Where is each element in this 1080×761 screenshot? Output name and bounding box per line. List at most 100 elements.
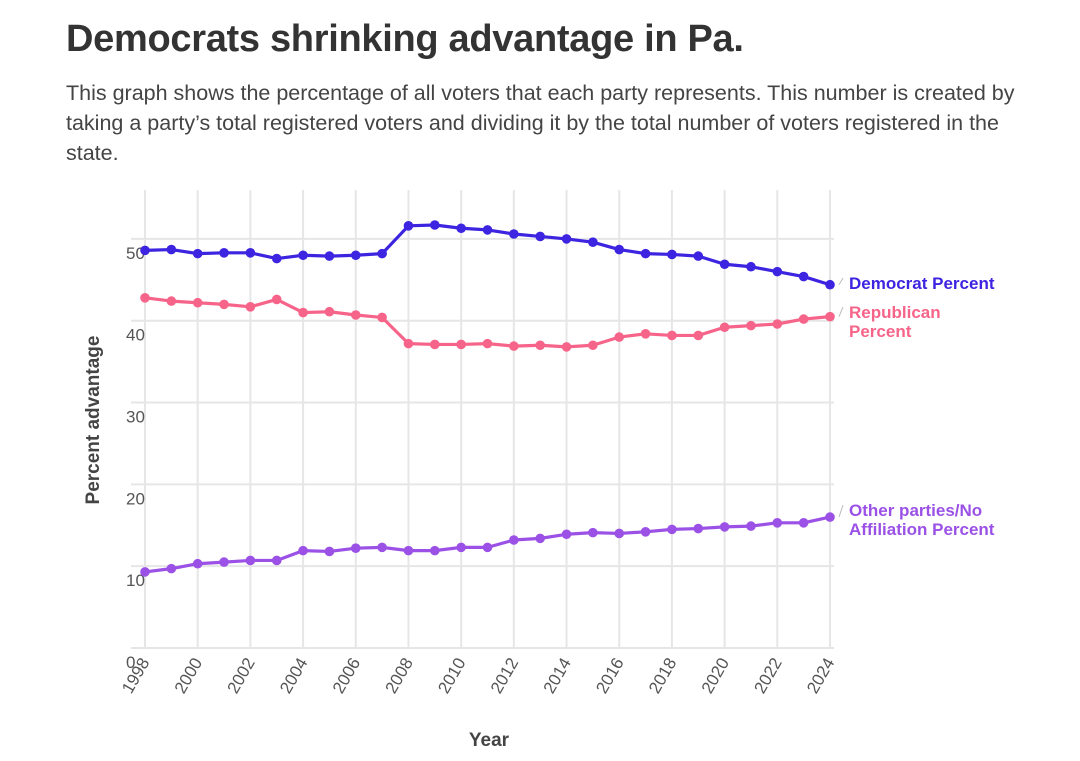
data-point <box>456 542 466 553</box>
data-point <box>166 244 177 255</box>
data-point <box>535 231 545 242</box>
data-point <box>746 521 756 531</box>
label-connector <box>838 306 844 317</box>
data-point <box>140 567 150 577</box>
y-tick-label: 40 <box>126 326 145 345</box>
data-point <box>535 533 545 544</box>
data-point <box>324 546 335 557</box>
x-tick-label: 2008 <box>382 655 417 697</box>
data-point <box>298 250 308 261</box>
y-tick-label: 50 <box>126 244 145 263</box>
x-tick-label: 2020 <box>698 655 733 697</box>
y-tick-label: 20 <box>126 489 145 508</box>
data-point <box>693 330 704 341</box>
data-point <box>561 342 572 352</box>
data-point <box>509 535 519 545</box>
data-point <box>430 339 440 350</box>
data-point <box>430 220 440 230</box>
data-point <box>245 302 256 312</box>
x-tick-label: 1998 <box>118 655 153 697</box>
data-point <box>509 341 519 351</box>
data-point <box>140 245 150 256</box>
data-point <box>219 557 229 567</box>
data-point <box>271 294 282 305</box>
chart-subtitle: This graph shows the percentage of all v… <box>66 81 1015 165</box>
data-point <box>640 329 651 339</box>
data-point <box>719 522 730 532</box>
data-point <box>456 223 466 234</box>
data-point <box>482 338 493 349</box>
data-point <box>719 259 730 270</box>
x-tick-label: 2000 <box>171 655 206 697</box>
data-point <box>772 319 783 329</box>
data-point <box>166 296 177 306</box>
data-point <box>219 299 229 310</box>
data-point <box>561 529 572 540</box>
series-label: Percent <box>849 322 912 341</box>
data-point <box>140 293 150 303</box>
data-point <box>588 237 598 247</box>
data-point <box>719 322 730 333</box>
data-point <box>693 523 704 534</box>
data-point <box>693 251 704 261</box>
data-point <box>298 307 308 318</box>
data-point <box>614 528 625 539</box>
data-point <box>245 248 256 258</box>
data-point <box>825 512 835 522</box>
data-point <box>324 251 335 261</box>
data-point <box>192 297 203 308</box>
grid-layer <box>131 190 834 649</box>
data-point <box>482 542 493 553</box>
data-point <box>640 527 651 537</box>
label-connector <box>838 504 844 518</box>
x-tick-label: 2002 <box>223 655 258 697</box>
data-point <box>667 330 677 341</box>
data-point <box>403 545 414 556</box>
x-tick-label: 2022 <box>750 655 785 697</box>
data-point <box>746 320 756 331</box>
y-tick-label: 0 <box>126 653 135 672</box>
data-point <box>166 563 177 574</box>
y-tick-label: 10 <box>126 571 145 590</box>
data-point <box>456 339 466 350</box>
chart-title: Democrats shrinking advantage in Pa. <box>66 18 744 60</box>
data-point <box>588 527 598 538</box>
data-point <box>614 332 625 342</box>
data-point <box>350 250 361 261</box>
x-tick-label: 2004 <box>276 655 311 697</box>
data-point <box>588 340 598 351</box>
series-label: Affiliation Percent <box>849 520 995 539</box>
y-tick-label: 30 <box>126 408 145 427</box>
series-label: Other parties/No <box>849 501 982 520</box>
x-tick-label: 2018 <box>645 655 680 697</box>
data-point <box>377 542 387 553</box>
x-tick-label: 2016 <box>592 655 627 697</box>
series-label: Republican <box>849 303 941 322</box>
data-point <box>219 248 229 258</box>
data-point <box>192 558 203 569</box>
data-point <box>271 555 282 566</box>
data-point <box>798 314 809 324</box>
data-point <box>798 518 809 528</box>
data-point <box>825 311 835 322</box>
data-point <box>535 340 545 351</box>
data-point <box>403 221 414 231</box>
x-tick-label: 2024 <box>803 655 838 697</box>
x-tick-label: 2012 <box>487 655 522 697</box>
x-tick-label: 2010 <box>434 655 469 697</box>
data-point <box>798 271 809 282</box>
data-point <box>377 312 387 323</box>
data-point <box>403 338 414 349</box>
data-point <box>245 555 256 566</box>
series-label: Democrat Percent <box>849 274 995 293</box>
data-point <box>350 543 361 553</box>
data-point <box>667 524 677 535</box>
y-axis-title: Percent advantage <box>83 336 104 505</box>
data-point <box>667 249 677 260</box>
series-layer <box>140 220 835 577</box>
data-point <box>192 248 203 259</box>
data-point <box>825 279 835 290</box>
data-point <box>324 306 335 317</box>
